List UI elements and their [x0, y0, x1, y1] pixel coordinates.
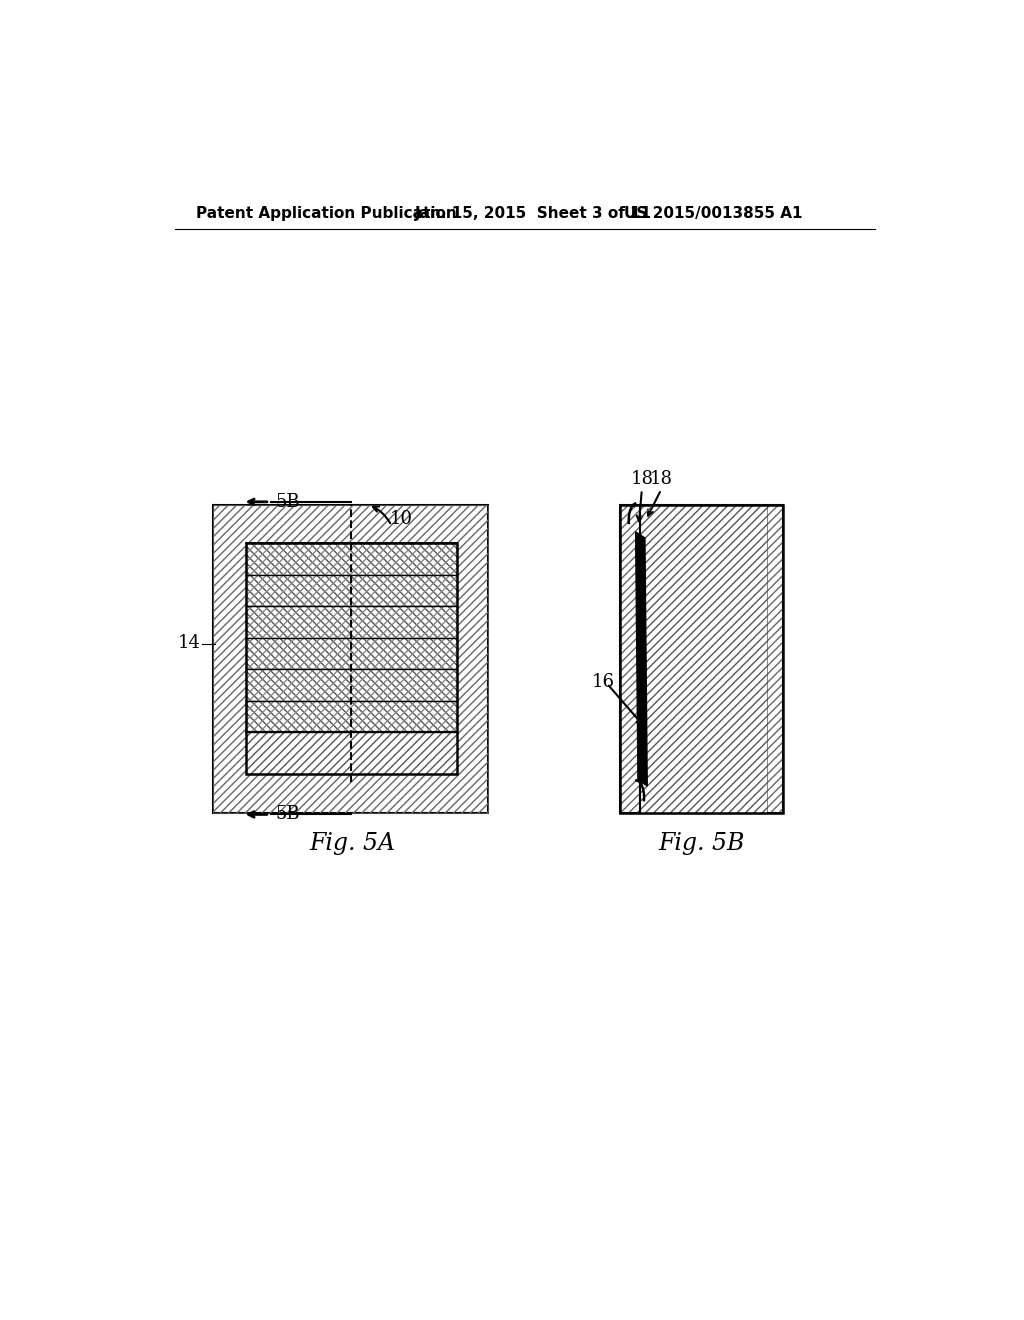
Text: 18: 18	[649, 470, 673, 488]
Bar	[246, 733, 457, 775]
Bar	[640, 506, 767, 813]
Bar	[246, 574, 457, 606]
Bar	[246, 544, 457, 775]
Bar	[621, 506, 783, 813]
Bar	[213, 506, 488, 813]
Text: 18: 18	[631, 470, 653, 488]
Bar	[246, 669, 457, 701]
Bar	[246, 544, 457, 574]
Bar	[246, 669, 457, 701]
Bar	[246, 574, 457, 606]
Bar	[246, 544, 457, 574]
Bar	[246, 669, 457, 701]
Text: 5B: 5B	[275, 492, 300, 511]
Bar	[246, 701, 457, 733]
Bar	[213, 506, 488, 813]
Bar	[246, 638, 457, 669]
Text: US 2015/0013855 A1: US 2015/0013855 A1	[624, 206, 803, 222]
Text: 5B: 5B	[275, 805, 300, 824]
Text: 14: 14	[178, 635, 201, 652]
Bar	[246, 638, 457, 669]
Text: Jan. 15, 2015  Sheet 3 of 11: Jan. 15, 2015 Sheet 3 of 11	[415, 206, 652, 222]
Text: Fig. 5B: Fig. 5B	[658, 832, 744, 855]
Bar	[246, 606, 457, 638]
Bar	[621, 506, 783, 813]
Bar	[621, 506, 783, 813]
Text: 16: 16	[592, 673, 614, 690]
Polygon shape	[636, 532, 647, 785]
Bar	[246, 544, 457, 775]
Text: 10: 10	[390, 510, 413, 528]
Bar	[246, 701, 457, 733]
Bar	[246, 606, 457, 638]
Text: Patent Application Publication: Patent Application Publication	[197, 206, 457, 222]
Bar	[246, 544, 457, 574]
Bar	[246, 701, 457, 733]
Bar	[246, 606, 457, 638]
Bar	[246, 733, 457, 775]
Bar	[246, 574, 457, 606]
Text: Fig. 5A: Fig. 5A	[309, 832, 395, 855]
Bar	[640, 506, 767, 813]
Bar	[246, 638, 457, 669]
